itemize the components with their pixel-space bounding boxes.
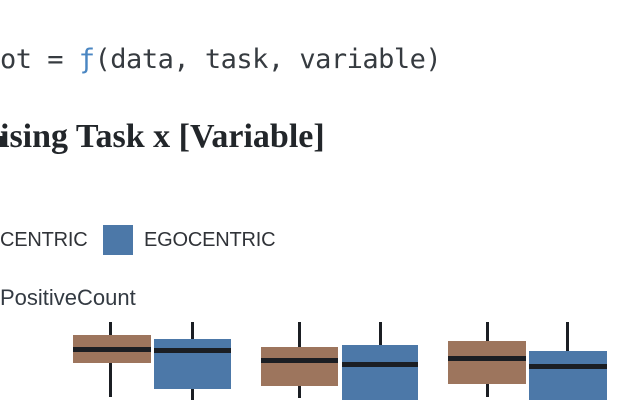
code-cell[interactable]: ot = ƒ(data, task, variable) bbox=[0, 42, 442, 78]
boxplot-median-line bbox=[529, 364, 607, 369]
boxplot-box bbox=[261, 347, 338, 386]
boxplot-median-line bbox=[261, 358, 338, 363]
section-heading: ising Task x [Variable] bbox=[0, 118, 325, 155]
boxplot-median-line bbox=[73, 347, 151, 352]
legend-label-egocentric: EGOCENTRIC bbox=[144, 229, 276, 251]
y-axis-title: PositiveCount bbox=[0, 285, 136, 310]
legend-label-centric: CENTRIC bbox=[0, 229, 88, 251]
boxplot-median-line bbox=[342, 362, 418, 367]
function-symbol: ƒ bbox=[78, 44, 95, 75]
clipped-letter-fragment bbox=[0, 136, 5, 147]
legend-swatch-egocentric bbox=[103, 225, 133, 255]
boxplot-median-line bbox=[154, 348, 231, 353]
boxplot-box bbox=[529, 351, 607, 400]
code-text-right: (data, task, variable) bbox=[94, 44, 442, 75]
boxplot-box bbox=[154, 339, 231, 389]
boxplot-box bbox=[448, 341, 526, 384]
boxplot-box bbox=[342, 345, 418, 400]
code-text-left: ot = bbox=[0, 44, 79, 75]
boxplot-median-line bbox=[448, 356, 526, 361]
